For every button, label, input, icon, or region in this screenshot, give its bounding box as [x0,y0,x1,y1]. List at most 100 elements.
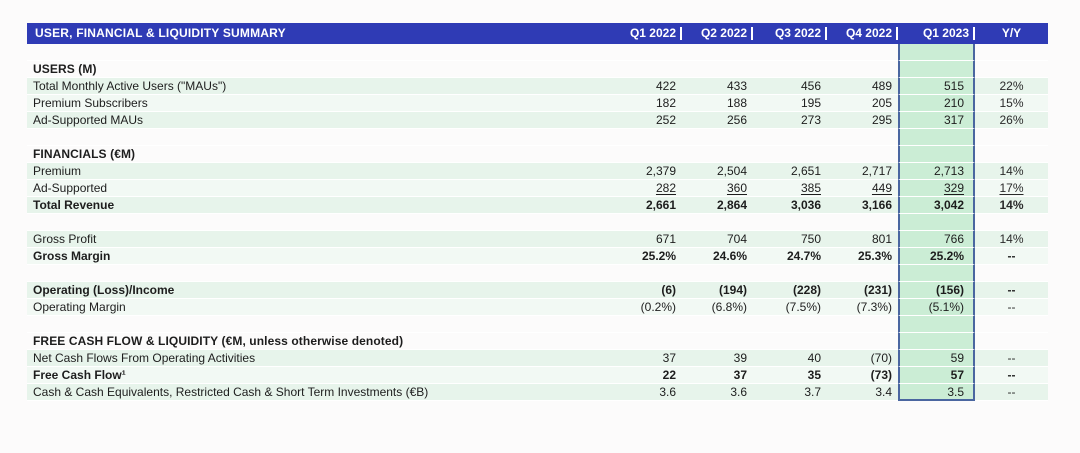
yoy-value-cell [975,129,1048,146]
value-cell [827,129,898,146]
yoy-value-cell: 22% [975,78,1048,95]
spacer-row [27,265,1048,282]
column-header-q3-2022: Q3 2022 [753,23,827,44]
yoy-value-cell: -- [975,350,1048,367]
yoy-value-cell: 17% [975,180,1048,197]
value-cell [604,316,682,333]
row-label: Ad-Supported [27,180,604,197]
value-cell [604,129,682,146]
value-cell: (0.2%) [604,299,682,316]
highlighted-value-cell [898,146,975,163]
row-label [27,214,604,231]
value-cell: 671 [604,231,682,248]
value-cell: 282 [604,180,682,197]
highlighted-value-cell: 59 [898,350,975,367]
value-cell [753,44,827,61]
value-cell [827,146,898,163]
column-header-q4-2022: Q4 2022 [827,23,898,44]
row-label: Total Monthly Active Users ("MAUs") [27,78,604,95]
value-cell: (6.8%) [682,299,753,316]
value-cell: (73) [827,367,898,384]
yoy-value-cell: -- [975,384,1048,401]
value-cell [604,333,682,350]
spacer-row [27,129,1048,146]
column-header-q2-2022: Q2 2022 [682,23,753,44]
section-row: FINANCIALS (€M) [27,146,1048,163]
value-cell: 704 [682,231,753,248]
section-row: USERS (M) [27,61,1048,78]
row-label: Operating (Loss)/Income [27,282,604,299]
highlighted-value-cell: 317 [898,112,975,129]
yoy-value-cell: 14% [975,231,1048,248]
value-cell: 801 [827,231,898,248]
value-cell: 24.6% [682,248,753,265]
value-cell [753,61,827,78]
yoy-value-cell: -- [975,248,1048,265]
value-cell: 295 [827,112,898,129]
value-cell: 2,379 [604,163,682,180]
value-cell: (6) [604,282,682,299]
value-cell [682,61,753,78]
spacer-row [27,316,1048,333]
row-label: Total Revenue [27,197,604,214]
value-cell [682,333,753,350]
row-label: Cash & Cash Equivalents, Restricted Cash… [27,384,604,401]
value-cell [682,316,753,333]
value-cell [604,44,682,61]
value-cell: 256 [682,112,753,129]
value-cell [682,44,753,61]
value-cell: 273 [753,112,827,129]
yoy-value-cell: -- [975,299,1048,316]
value-cell [753,316,827,333]
value-cell: 750 [753,231,827,248]
value-cell: 2,661 [604,197,682,214]
yoy-value-cell [975,44,1048,61]
value-cell: 37 [682,367,753,384]
highlighted-value-cell: 210 [898,95,975,112]
column-header-q1-2023: Q1 2023 [898,23,975,44]
row-label: Ad-Supported MAUs [27,112,604,129]
highlighted-value-cell: 3,042 [898,197,975,214]
value-cell [753,146,827,163]
row-label: Gross Margin [27,248,604,265]
value-cell: 22 [604,367,682,384]
row-label [27,129,604,146]
value-cell: (70) [827,350,898,367]
highlighted-value-cell: 766 [898,231,975,248]
value-cell [827,214,898,231]
value-cell: 39 [682,350,753,367]
table-row: Premium 2,379 2,504 2,651 2,717 2,713 14% [27,163,1048,180]
table-row: Gross Profit 671 704 750 801 766 14% [27,231,1048,248]
row-label [27,44,604,61]
value-cell [827,316,898,333]
value-cell: 25.3% [827,248,898,265]
section-heading: FREE CASH FLOW & LIQUIDITY (€M, unless o… [27,333,604,350]
highlighted-value-cell: (156) [898,282,975,299]
value-cell [827,265,898,282]
row-label [27,265,604,282]
yoy-value-cell: -- [975,367,1048,384]
value-cell: 385 [753,180,827,197]
highlighted-value-cell: 57 [898,367,975,384]
value-cell: 25.2% [604,248,682,265]
yoy-value-cell [975,61,1048,78]
yoy-value-cell [975,333,1048,350]
highlighted-value-cell: 2,713 [898,163,975,180]
yoy-value-cell [975,214,1048,231]
highlighted-value-cell: (5.1%) [898,299,975,316]
table-row: Gross Margin 25.2% 24.6% 24.7% 25.3% 25.2% -- [27,248,1048,265]
value-cell: 195 [753,95,827,112]
yoy-value-cell [975,316,1048,333]
row-label: Operating Margin [27,299,604,316]
table-row: Free Cash Flow¹ 22 37 35 (73) 57 -- [27,367,1048,384]
table-body: USERS (M) Total Monthly Active Users ("MA… [27,44,1048,401]
value-cell: 205 [827,95,898,112]
value-cell: (228) [753,282,827,299]
section-row: FREE CASH FLOW & LIQUIDITY (€M, unless o… [27,333,1048,350]
value-cell: 2,864 [682,197,753,214]
row-label: Gross Profit [27,231,604,248]
table-row: Ad-Supported MAUs 252 256 273 295 317 26% [27,112,1048,129]
value-cell [753,333,827,350]
value-cell [682,214,753,231]
